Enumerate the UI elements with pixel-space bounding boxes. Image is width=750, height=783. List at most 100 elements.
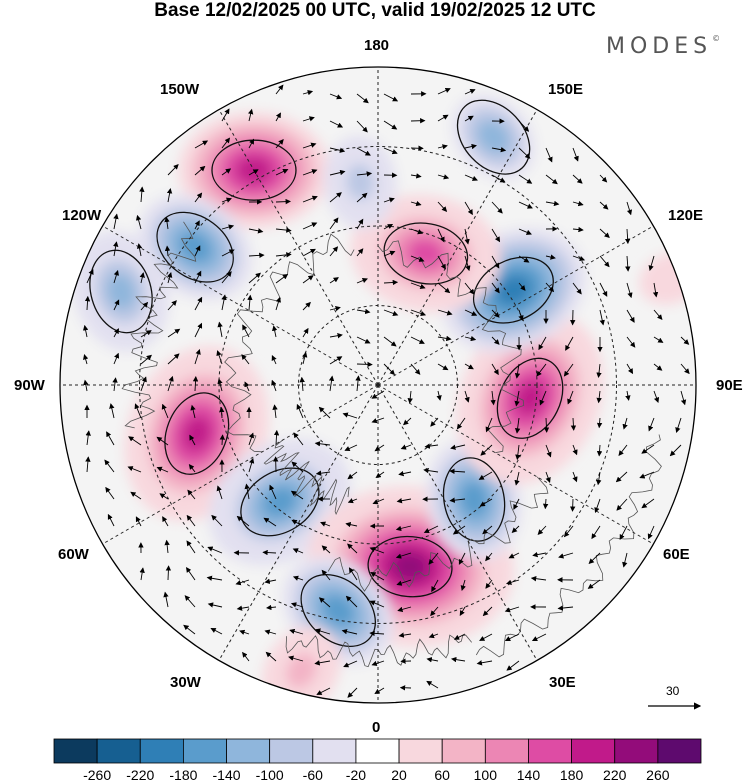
colorbar-segment — [484, 738, 529, 764]
wind-arrow — [194, 270, 202, 284]
wind-arrow — [107, 513, 115, 527]
wind-arrow — [235, 579, 250, 586]
wind-arrow — [599, 282, 608, 297]
wind-arrow — [318, 597, 331, 608]
coastline — [327, 476, 549, 592]
wind-arrow — [356, 147, 371, 156]
wind-vectors — [82, 84, 690, 698]
wind-arrow — [105, 486, 115, 500]
wind-arrow — [530, 576, 547, 582]
wind-arrow — [241, 354, 250, 365]
colorbar-tick-label: -60 — [302, 767, 323, 783]
wind-arrow — [248, 432, 255, 446]
wind-arrow — [221, 224, 235, 230]
wind-arrow — [460, 579, 466, 591]
contour-line — [456, 99, 531, 175]
wind-arrow — [113, 328, 119, 338]
lon-label-180: 180 — [364, 37, 390, 54]
wind-arrow — [136, 243, 143, 257]
wind-arrow — [542, 498, 549, 510]
wind-arrow — [436, 390, 442, 401]
wind-arrow — [275, 112, 281, 122]
wind-arrow — [491, 174, 506, 183]
wind-arrow — [449, 497, 466, 503]
wind-arrow — [618, 444, 628, 457]
wind-arrow — [479, 498, 493, 507]
wind-arrow — [248, 457, 255, 473]
anomaly-center — [456, 312, 604, 485]
colorbar-segment — [355, 738, 400, 764]
reference-vector-label: 30 — [666, 684, 680, 698]
wind-arrow — [485, 552, 493, 562]
wind-arrow — [491, 309, 500, 318]
wind-arrow — [464, 363, 474, 370]
wind-arrow — [383, 197, 395, 203]
wind-arrow — [485, 417, 493, 433]
wind-arrow — [113, 213, 119, 230]
wind-arrow — [159, 493, 169, 500]
wind-arrow — [244, 381, 250, 392]
wind-arrow — [371, 390, 385, 399]
colorbar-tick-label: -180 — [169, 767, 198, 783]
colorbar-tick-label: 20 — [391, 767, 407, 783]
colorbar — [53, 738, 702, 764]
lon-label-60w: 60W — [58, 546, 89, 563]
wind-arrow — [356, 361, 373, 368]
wind-arrow — [491, 336, 500, 345]
wind-arrow — [263, 517, 277, 527]
wind-arrow — [302, 351, 308, 365]
wind-arrow — [518, 228, 532, 235]
wind-arrow — [302, 327, 309, 338]
wind-arrow — [341, 628, 358, 635]
wind-arrow — [430, 417, 439, 427]
coastline — [224, 233, 355, 453]
wind-arrow — [167, 353, 180, 365]
wind-arrow — [641, 498, 655, 509]
wind-arrow — [596, 471, 602, 486]
wind-arrow — [587, 579, 601, 589]
wind-arrow — [403, 417, 412, 426]
wind-arrow — [641, 444, 655, 454]
colorbar-tick-label: 220 — [603, 767, 627, 783]
wind-arrow — [615, 471, 628, 483]
wind-arrow — [275, 139, 284, 149]
contour-line — [472, 256, 554, 324]
wind-arrow — [622, 552, 628, 568]
colorbar-segment — [269, 738, 314, 764]
wind-arrow — [113, 352, 120, 365]
wind-arrow — [491, 201, 503, 214]
wind-arrow — [506, 579, 520, 585]
wind-arrow — [356, 248, 364, 257]
wind-arrow — [626, 336, 636, 348]
wind-arrow — [464, 201, 473, 216]
wind-arrow — [187, 489, 196, 500]
wind-arrow — [314, 660, 331, 666]
wind-arrow — [511, 525, 520, 534]
wind-arrow — [344, 444, 358, 451]
wind-arrow — [539, 390, 547, 406]
wind-arrow — [292, 575, 304, 581]
wind-arrow — [647, 525, 655, 540]
wind-arrow — [221, 294, 227, 311]
wind-arrow — [375, 471, 385, 479]
wind-arrow — [264, 578, 277, 584]
wind-arrow — [106, 431, 115, 446]
wind-arrow — [329, 217, 339, 230]
wind-arrow — [189, 434, 196, 446]
wind-arrow — [424, 443, 439, 449]
wind-arrow — [128, 436, 142, 446]
wind-arrow — [275, 296, 281, 311]
wind-arrow — [370, 572, 385, 581]
wind-arrow — [207, 602, 223, 608]
wind-arrow — [563, 363, 574, 377]
wind-arrow — [410, 255, 425, 262]
wind-arrow — [437, 335, 452, 342]
wind-arrow — [437, 282, 451, 294]
wind-arrow — [248, 108, 254, 122]
wind-arrow — [320, 521, 331, 527]
wind-arrow — [485, 579, 493, 589]
wind-arrow — [221, 249, 235, 257]
wind-arrow — [625, 390, 631, 401]
wind-arrow — [183, 624, 196, 635]
anomaly-center — [124, 346, 269, 521]
